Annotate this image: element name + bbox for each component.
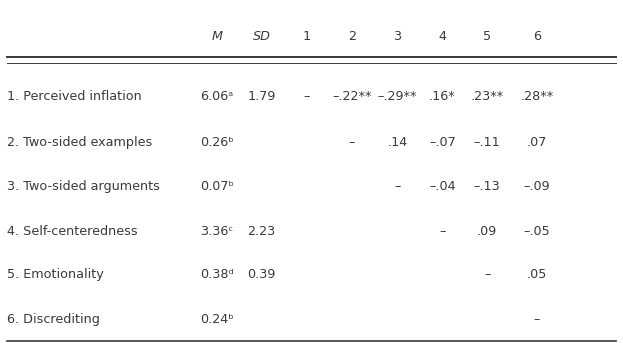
Text: 4. Self-centeredness: 4. Self-centeredness	[7, 225, 138, 238]
Text: .05: .05	[527, 268, 547, 281]
Text: –.09: –.09	[524, 180, 550, 193]
Text: 6.06ᵃ: 6.06ᵃ	[200, 90, 234, 103]
Text: –.22**: –.22**	[332, 90, 372, 103]
Text: 6: 6	[533, 29, 541, 43]
Text: –.05: –.05	[524, 225, 550, 238]
Text: –: –	[484, 268, 490, 281]
Text: .28**: .28**	[520, 90, 554, 103]
Text: 0.39: 0.39	[247, 268, 276, 281]
Text: 1: 1	[302, 29, 311, 43]
Text: 0.26ᵇ: 0.26ᵇ	[200, 136, 234, 149]
Text: –.29**: –.29**	[378, 90, 417, 103]
Text: SD: SD	[253, 29, 270, 43]
Text: .23**: .23**	[470, 90, 504, 103]
Text: 2. Two-sided examples: 2. Two-sided examples	[7, 136, 153, 149]
Text: .16*: .16*	[429, 90, 455, 103]
Text: 2: 2	[348, 29, 356, 43]
Text: 2.23: 2.23	[247, 225, 276, 238]
Text: 0.38ᵈ: 0.38ᵈ	[200, 268, 234, 281]
Text: .07: .07	[527, 136, 547, 149]
Text: 0.07ᵇ: 0.07ᵇ	[200, 180, 234, 193]
Text: 3.36ᶜ: 3.36ᶜ	[200, 225, 234, 238]
Text: –.04: –.04	[429, 180, 455, 193]
Text: –.07: –.07	[429, 136, 455, 149]
Text: 0.24ᵇ: 0.24ᵇ	[200, 313, 234, 326]
Text: 1. Perceived inflation: 1. Perceived inflation	[7, 90, 142, 103]
Text: –: –	[439, 225, 445, 238]
Text: –: –	[394, 180, 401, 193]
Text: 1.79: 1.79	[247, 90, 276, 103]
Text: 5. Emotionality: 5. Emotionality	[7, 268, 104, 281]
Text: –.11: –.11	[474, 136, 500, 149]
Text: –: –	[534, 313, 540, 326]
Text: –: –	[303, 90, 310, 103]
Text: 6. Discrediting: 6. Discrediting	[7, 313, 100, 326]
Text: 3. Two-sided arguments: 3. Two-sided arguments	[7, 180, 160, 193]
Text: M: M	[211, 29, 222, 43]
Text: 5: 5	[483, 29, 492, 43]
Text: .09: .09	[477, 225, 497, 238]
Text: –.13: –.13	[474, 180, 500, 193]
Text: 4: 4	[439, 29, 446, 43]
Text: .14: .14	[388, 136, 407, 149]
Text: –: –	[349, 136, 355, 149]
Text: 3: 3	[393, 29, 402, 43]
